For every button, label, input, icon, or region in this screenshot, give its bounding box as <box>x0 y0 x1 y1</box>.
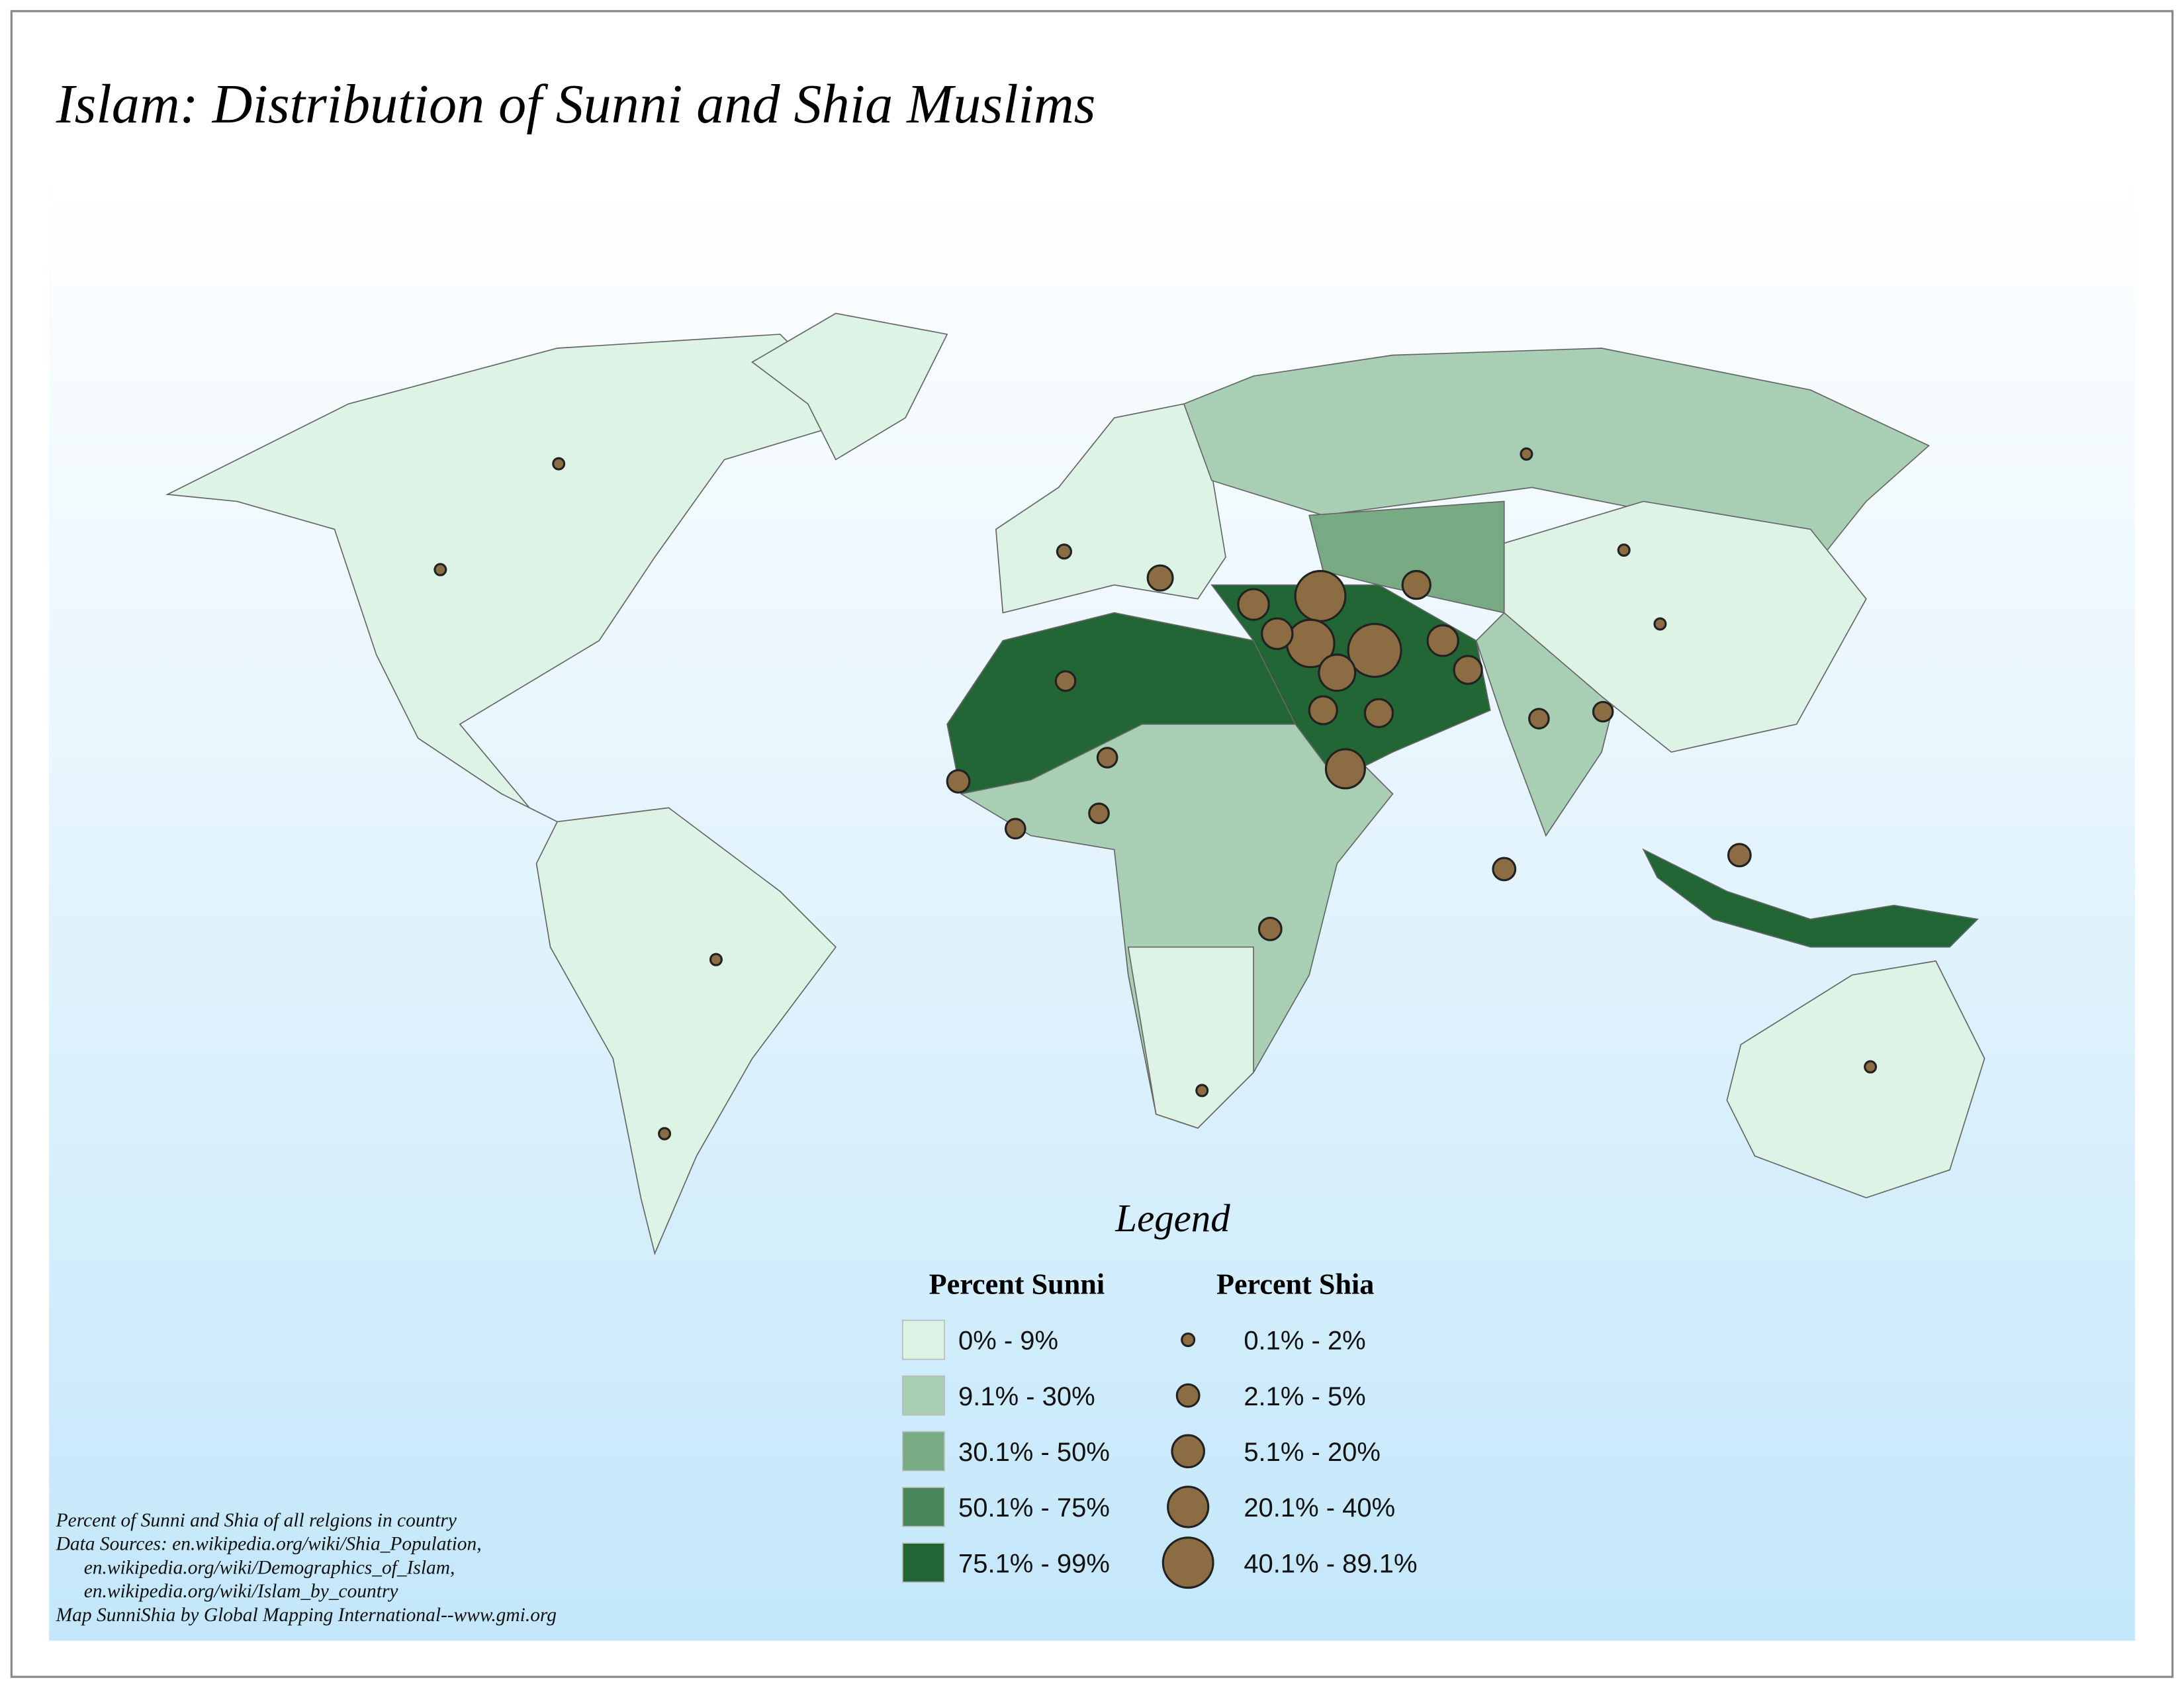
shia-marker <box>1401 570 1432 600</box>
shia-marker <box>1261 617 1294 651</box>
sunni-swatch <box>902 1542 945 1583</box>
sunni-swatch <box>902 1319 945 1360</box>
shia-marker <box>1324 748 1366 790</box>
shia-marker <box>1294 570 1347 622</box>
shia-marker <box>1426 624 1459 657</box>
shia-marker <box>1195 1084 1209 1098</box>
australia <box>1726 960 1985 1199</box>
shia-marker <box>658 1127 672 1141</box>
shia-marker <box>1004 818 1026 840</box>
shia-markers <box>433 447 1878 1141</box>
shia-label: 5.1% - 20% <box>1244 1438 1381 1467</box>
sunni-label: 50.1% - 75% <box>958 1493 1110 1523</box>
north-africa <box>946 612 1297 795</box>
sunni-swatch <box>902 1431 945 1472</box>
landmasses <box>165 312 1985 1256</box>
shia-marker <box>1592 700 1614 723</box>
sunni-label: 75.1% - 99% <box>958 1549 1110 1578</box>
north-america <box>165 334 865 837</box>
map-title: Islam: Distribution of Sunni and Shia Mu… <box>56 73 1096 135</box>
note-line: en.wikipedia.org/wiki/Islam_by_country <box>84 1581 399 1602</box>
note-line: Data Sources: en.wikipedia.org/wiki/Shia… <box>56 1534 482 1555</box>
shia-heading: Percent Shia <box>1216 1268 1374 1301</box>
shia-marker <box>946 769 971 794</box>
shia-marker <box>433 563 447 577</box>
central-asia <box>1308 500 1505 614</box>
shia-symbol <box>1175 1383 1201 1408</box>
shia-marker <box>1096 747 1118 769</box>
shia-label: 20.1% - 40% <box>1244 1493 1395 1523</box>
shia-marker <box>1318 653 1357 692</box>
shia-symbol <box>1171 1434 1205 1469</box>
sunni-label: 30.1% - 50% <box>958 1438 1110 1467</box>
shia-marker <box>1257 916 1283 941</box>
sunni-heading: Percent Sunni <box>929 1268 1105 1301</box>
notes: Percent of Sunni and Shia of all relgion… <box>56 1510 557 1626</box>
shia-marker <box>552 457 566 471</box>
east-asia <box>1503 500 1867 753</box>
shia-marker <box>1727 843 1752 868</box>
southern-africa <box>1127 946 1254 1129</box>
shia-symbol <box>1181 1332 1196 1348</box>
shia-marker <box>1520 447 1533 461</box>
shia-marker <box>1864 1060 1878 1074</box>
legend-title: Legend <box>1115 1197 1230 1240</box>
shia-marker <box>1056 543 1073 560</box>
sunni-swatch <box>902 1375 945 1416</box>
shia-marker <box>1054 670 1077 692</box>
shia-marker <box>1363 698 1394 728</box>
note-line: en.wikipedia.org/wiki/Demographics_of_Is… <box>84 1557 455 1578</box>
sunni-swatch <box>902 1487 945 1527</box>
south-america <box>535 807 837 1256</box>
note-line: Map SunniShia by Global Mapping Internat… <box>56 1605 557 1626</box>
sunni-label: 0% - 9% <box>958 1327 1058 1356</box>
indonesia <box>1642 848 1979 948</box>
shia-marker <box>1528 708 1550 729</box>
note-line: Percent of Sunni and Shia of all relgion… <box>56 1510 457 1531</box>
shia-marker <box>1617 543 1631 557</box>
sunni-label: 9.1% - 30% <box>958 1382 1095 1411</box>
legend: Legend Percent Sunni Percent Shia 0% - 9… <box>902 1197 1418 1589</box>
shia-label: 0.1% - 2% <box>1244 1327 1365 1356</box>
shia-label: 2.1% - 5% <box>1244 1382 1365 1411</box>
shia-marker <box>1088 802 1110 825</box>
shia-symbol <box>1161 1536 1214 1589</box>
shia-label: 40.1% - 89.1% <box>1244 1549 1417 1578</box>
shia-marker <box>1146 564 1174 592</box>
shia-marker <box>709 953 723 966</box>
shia-marker <box>1237 588 1270 621</box>
shia-marker <box>1492 857 1517 882</box>
shia-marker <box>1453 655 1483 685</box>
shia-marker <box>1308 695 1338 726</box>
greenland <box>751 312 948 461</box>
shia-symbol <box>1167 1485 1210 1528</box>
shia-marker <box>1653 617 1667 631</box>
shia-marker <box>1347 622 1402 679</box>
